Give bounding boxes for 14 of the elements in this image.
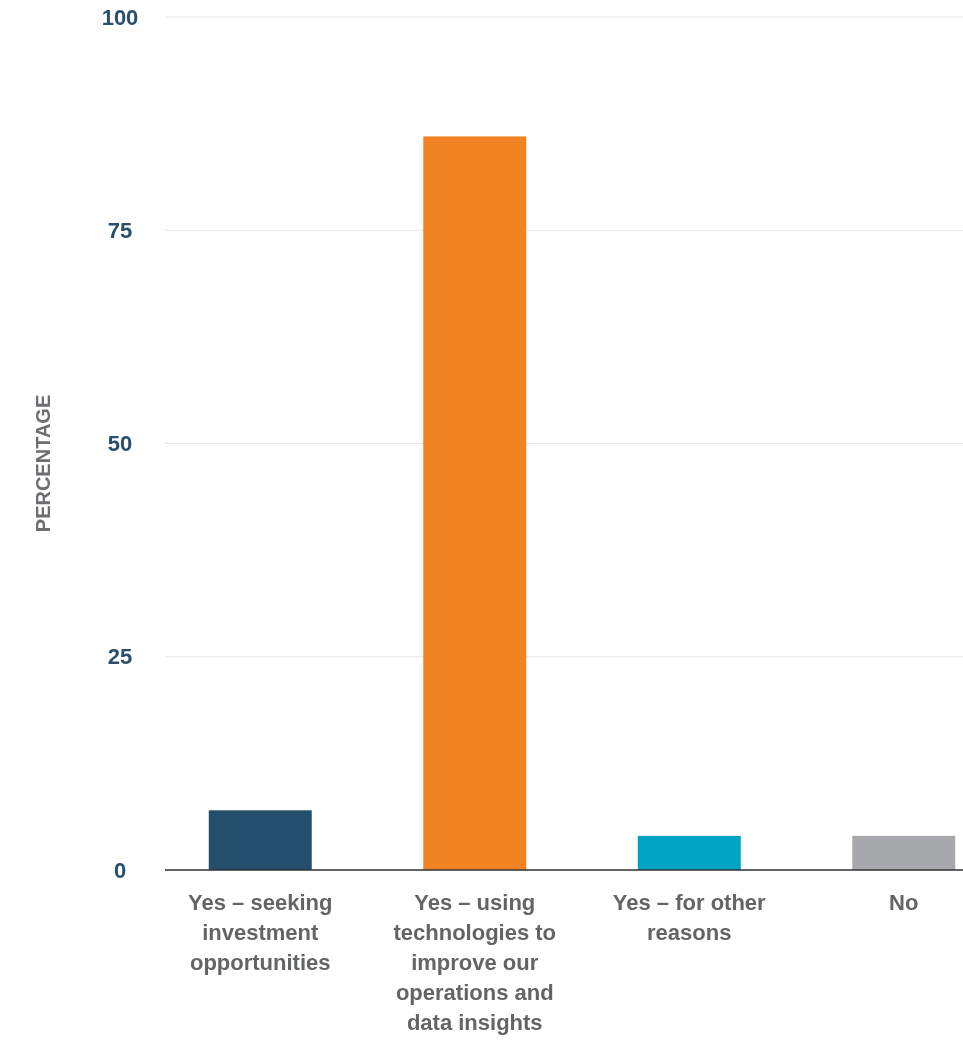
y-tick-label: 50	[107, 431, 133, 457]
x-tick-label: Yes – using technologies to improve our operations and data insights	[393, 890, 557, 1035]
bar	[637, 835, 741, 870]
x-tick-label: Yes – for other reasons	[612, 890, 767, 945]
y-tick-label: 75	[107, 217, 133, 243]
y-tick-label: 0	[113, 857, 127, 883]
bar	[208, 810, 312, 870]
y-axis-title: PERCENTAGE	[32, 394, 54, 533]
y-tick-label: 100	[101, 4, 139, 30]
y-tick-label: 25	[107, 644, 133, 670]
x-tick-label: Yes – seeking investment opportunities	[188, 890, 333, 975]
x-tick-label: No	[889, 890, 919, 915]
bar	[423, 136, 527, 870]
bar	[852, 835, 956, 870]
